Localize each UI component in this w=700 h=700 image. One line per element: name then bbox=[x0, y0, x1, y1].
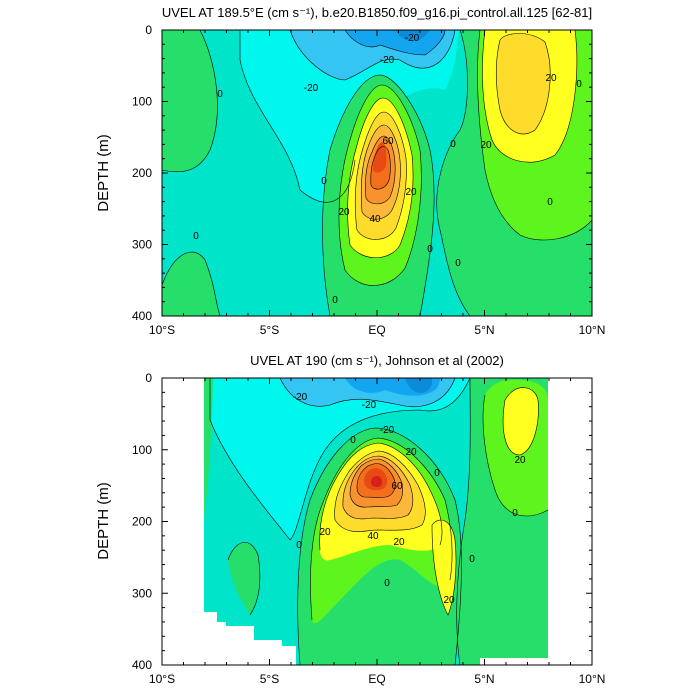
y-tick-label: 100 bbox=[132, 95, 152, 109]
x-tick-label: 5°N bbox=[474, 672, 494, 686]
contour-label: 40 bbox=[367, 531, 379, 542]
contour-label: 0 bbox=[321, 176, 327, 187]
y-tick-label: 200 bbox=[132, 166, 152, 180]
x-axis: 10°S 5°S EQ 5°N 10°N bbox=[149, 378, 605, 686]
x-tick-label: EQ bbox=[368, 323, 385, 337]
y-tick-label: 400 bbox=[132, 309, 152, 323]
contour-label: 0 bbox=[455, 258, 461, 269]
contour-field bbox=[162, 30, 592, 316]
contour-label: -20 bbox=[380, 425, 395, 436]
x-tick-label: 10°N bbox=[579, 672, 606, 686]
y-axis-label: DEPTH (m) bbox=[95, 482, 112, 560]
y-tick-label: 0 bbox=[145, 371, 152, 385]
contour-label: 0 bbox=[350, 435, 356, 446]
contour-label: 0 bbox=[434, 468, 440, 479]
contour-label: -20 bbox=[380, 55, 395, 66]
y-tick-label: 300 bbox=[132, 238, 152, 252]
contour-label: 20 bbox=[514, 455, 526, 466]
contour-label: -20 bbox=[293, 392, 308, 403]
y-tick-label: 0 bbox=[145, 23, 152, 37]
contour-label: 60 bbox=[382, 136, 394, 147]
contour-label: 0 bbox=[576, 79, 582, 90]
contour-label: 20 bbox=[480, 140, 492, 151]
contour-label: 0 bbox=[427, 244, 433, 255]
contour-label: 40 bbox=[369, 214, 381, 225]
chart-panel-observations: UVEL AT 190 (cm s⁻¹), Johnson et al (200… bbox=[95, 353, 605, 686]
x-tick-label: 5°S bbox=[260, 323, 279, 337]
contour-label: 20 bbox=[319, 527, 331, 538]
contour-label: 0 bbox=[332, 295, 338, 306]
contour-label: 0 bbox=[512, 508, 518, 519]
contour-label: 20 bbox=[393, 537, 405, 548]
contour-label: 0 bbox=[193, 231, 199, 242]
contour-label: 20 bbox=[338, 207, 350, 218]
y-axis-label: DEPTH (m) bbox=[95, 134, 112, 212]
contour-label: -20 bbox=[304, 83, 319, 94]
x-tick-label: 5°N bbox=[474, 323, 494, 337]
contour-labels: 0 0 0 0 0 0 0 -20 -20 -20 20 20 20 20 40… bbox=[193, 33, 582, 306]
y-tick-label: 300 bbox=[132, 586, 152, 600]
y-tick-label: 400 bbox=[132, 658, 152, 672]
x-tick-label: 10°S bbox=[149, 323, 175, 337]
x-tick-label: 10°N bbox=[579, 323, 606, 337]
contour-label: 20 bbox=[405, 447, 417, 458]
contour-label: -20 bbox=[362, 400, 377, 411]
contour-label: -20 bbox=[405, 33, 420, 44]
chart-title: UVEL AT 190 (cm s⁻¹), Johnson et al (200… bbox=[250, 353, 504, 368]
contour-label: 20 bbox=[545, 73, 557, 84]
contour-label: 20 bbox=[443, 595, 455, 606]
y-tick-label: 200 bbox=[132, 515, 152, 529]
contour-label: 0 bbox=[296, 540, 302, 551]
contour-label: 0 bbox=[547, 197, 553, 208]
contour-label: 20 bbox=[405, 187, 417, 198]
contour-labels: -20 -20 -20 20 20 20 20 20 40 60 0 0 0 0… bbox=[293, 392, 526, 606]
y-tick-label: 100 bbox=[132, 443, 152, 457]
contour-label: 0 bbox=[217, 89, 223, 100]
contour-field bbox=[162, 378, 592, 665]
x-axis: 10°S 5°S EQ 5°N 10°N bbox=[149, 30, 605, 337]
chart-panel-model: UVEL AT 189.5°E (cm s⁻¹), b.e20.B1850.f0… bbox=[95, 5, 605, 337]
contour-label: 0 bbox=[450, 139, 456, 150]
x-tick-label: 5°S bbox=[260, 672, 279, 686]
x-tick-label: 10°S bbox=[149, 672, 175, 686]
chart-title: UVEL AT 189.5°E (cm s⁻¹), b.e20.B1850.f0… bbox=[162, 5, 592, 20]
x-tick-label: EQ bbox=[368, 672, 385, 686]
contour-label: 0 bbox=[469, 554, 475, 565]
contour-label: 0 bbox=[384, 578, 390, 589]
contour-label: 60 bbox=[391, 481, 403, 492]
